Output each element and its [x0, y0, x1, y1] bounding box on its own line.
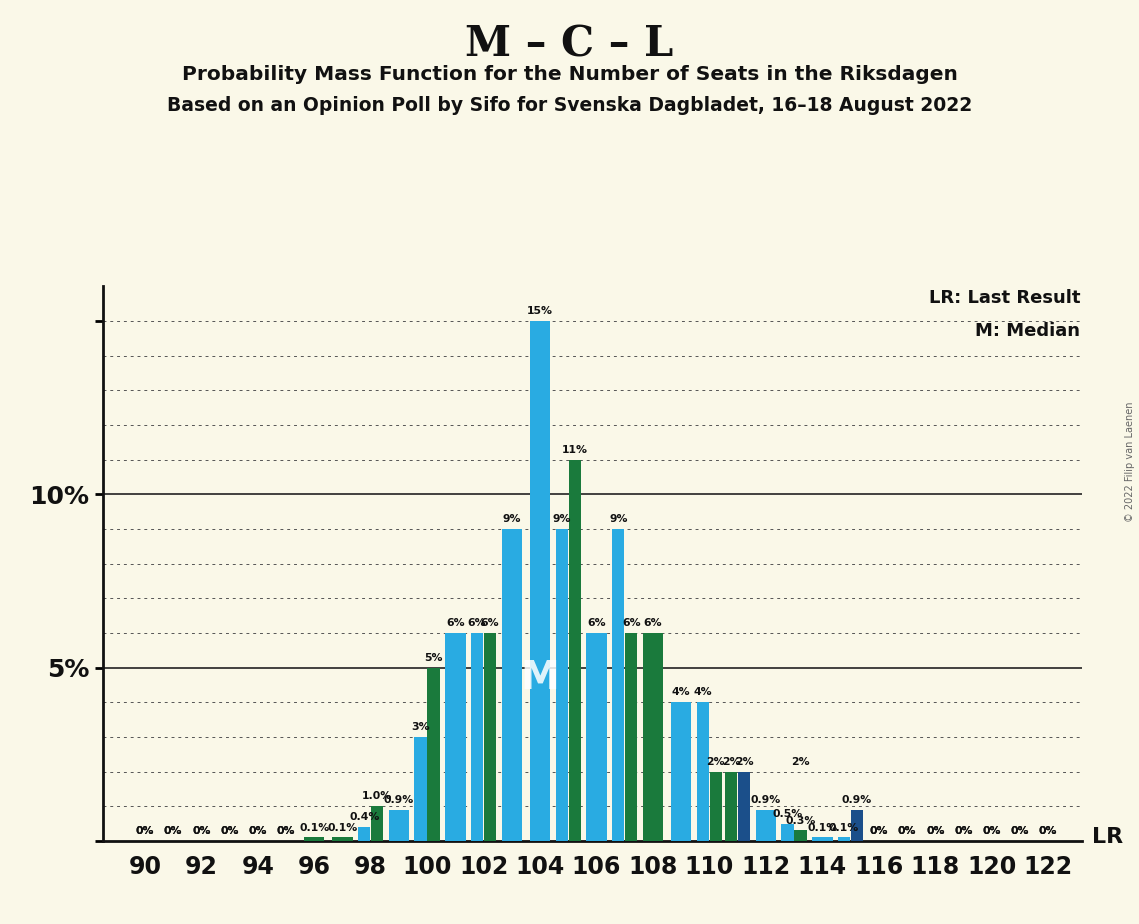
- Bar: [371, 806, 384, 841]
- Text: 0%: 0%: [898, 826, 916, 836]
- Text: 0%: 0%: [954, 826, 973, 836]
- Text: 0%: 0%: [1010, 826, 1030, 836]
- Text: 6%: 6%: [588, 618, 606, 628]
- Bar: [388, 809, 409, 841]
- Bar: [812, 837, 833, 841]
- Text: 0.1%: 0.1%: [300, 822, 329, 833]
- Bar: [612, 529, 624, 841]
- Text: 0%: 0%: [164, 826, 182, 836]
- Bar: [671, 702, 691, 841]
- Bar: [484, 633, 497, 841]
- Text: 0%: 0%: [220, 826, 239, 836]
- Text: 3%: 3%: [411, 722, 429, 732]
- Text: Based on an Opinion Poll by Sifo for Svenska Dagbladet, 16–18 August 2022: Based on an Opinion Poll by Sifo for Sve…: [167, 96, 972, 116]
- Text: 0.1%: 0.1%: [808, 822, 837, 833]
- Bar: [587, 633, 607, 841]
- Bar: [781, 823, 794, 841]
- Text: 2%: 2%: [735, 757, 754, 767]
- Bar: [304, 837, 325, 841]
- Bar: [794, 831, 806, 841]
- Text: 0.9%: 0.9%: [384, 795, 415, 805]
- Text: 0%: 0%: [1010, 826, 1030, 836]
- Text: © 2022 Filip van Laenen: © 2022 Filip van Laenen: [1125, 402, 1134, 522]
- Text: 0%: 0%: [869, 826, 888, 836]
- Bar: [568, 460, 581, 841]
- Bar: [427, 667, 440, 841]
- Bar: [838, 837, 851, 841]
- Text: 4%: 4%: [672, 687, 690, 698]
- Text: 2%: 2%: [722, 757, 740, 767]
- Bar: [333, 837, 353, 841]
- Bar: [445, 633, 466, 841]
- Bar: [697, 702, 710, 841]
- Text: 0%: 0%: [983, 826, 1001, 836]
- Text: Probability Mass Function for the Number of Seats in the Riksdagen: Probability Mass Function for the Number…: [181, 65, 958, 84]
- Text: LR: LR: [1092, 826, 1123, 846]
- Text: 5%: 5%: [425, 652, 443, 663]
- Text: 6%: 6%: [644, 618, 662, 628]
- Text: 0%: 0%: [898, 826, 916, 836]
- Text: 0.3%: 0.3%: [786, 816, 816, 826]
- Text: 0%: 0%: [192, 826, 211, 836]
- Text: LR: Last Result: LR: Last Result: [928, 289, 1080, 307]
- Text: 2%: 2%: [792, 757, 810, 767]
- Text: 9%: 9%: [552, 514, 571, 524]
- Text: 0%: 0%: [136, 826, 154, 836]
- Text: 6%: 6%: [446, 618, 465, 628]
- Text: 9%: 9%: [609, 514, 628, 524]
- Text: 11%: 11%: [562, 444, 588, 455]
- Text: 0%: 0%: [277, 826, 295, 836]
- Bar: [625, 633, 638, 841]
- Text: 0%: 0%: [926, 826, 944, 836]
- Bar: [738, 772, 751, 841]
- Bar: [755, 809, 776, 841]
- Text: 9%: 9%: [502, 514, 521, 524]
- Text: 0%: 0%: [954, 826, 973, 836]
- Text: 0.4%: 0.4%: [349, 812, 379, 822]
- Text: 0%: 0%: [220, 826, 239, 836]
- Bar: [530, 322, 550, 841]
- Bar: [556, 529, 568, 841]
- Text: 0%: 0%: [869, 826, 888, 836]
- Text: M – C – L: M – C – L: [466, 23, 673, 65]
- Text: 1.0%: 1.0%: [362, 791, 392, 801]
- Bar: [470, 633, 483, 841]
- Text: 15%: 15%: [527, 306, 554, 316]
- Text: 0.9%: 0.9%: [842, 795, 872, 805]
- Bar: [415, 737, 427, 841]
- Text: 2%: 2%: [706, 757, 726, 767]
- Text: 6%: 6%: [468, 618, 486, 628]
- Text: 0%: 0%: [136, 826, 154, 836]
- Text: 0%: 0%: [164, 826, 182, 836]
- Text: 0%: 0%: [277, 826, 295, 836]
- Bar: [710, 772, 722, 841]
- Text: 0.5%: 0.5%: [772, 808, 803, 819]
- Text: 0%: 0%: [926, 826, 944, 836]
- Text: 6%: 6%: [481, 618, 499, 628]
- Bar: [724, 772, 737, 841]
- Text: 6%: 6%: [622, 618, 640, 628]
- Bar: [501, 529, 522, 841]
- Bar: [642, 633, 663, 841]
- Text: 0.9%: 0.9%: [751, 795, 781, 805]
- Text: 0%: 0%: [192, 826, 211, 836]
- Text: 0%: 0%: [1039, 826, 1057, 836]
- Text: 0%: 0%: [248, 826, 267, 836]
- Text: 4%: 4%: [694, 687, 712, 698]
- Text: 0.1%: 0.1%: [829, 822, 859, 833]
- Text: 0%: 0%: [1039, 826, 1057, 836]
- Text: 0.1%: 0.1%: [327, 822, 358, 833]
- Bar: [358, 827, 370, 841]
- Text: M: M: [521, 660, 559, 698]
- Text: 0%: 0%: [248, 826, 267, 836]
- Text: 0%: 0%: [983, 826, 1001, 836]
- Bar: [851, 809, 863, 841]
- Text: M: Median: M: Median: [975, 322, 1080, 340]
